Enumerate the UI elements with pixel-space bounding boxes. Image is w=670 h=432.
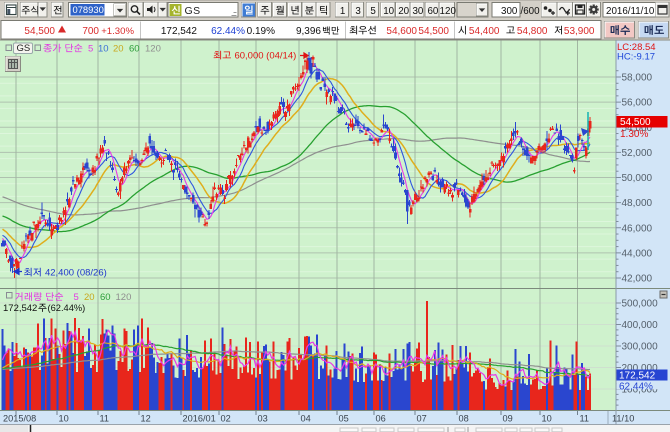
- svg-text:54,400: 54,400: [469, 26, 500, 37]
- svg-text:+1.30%: +1.30%: [101, 26, 134, 37]
- svg-text:10: 10: [542, 413, 552, 423]
- svg-text:54,600: 54,600: [386, 26, 417, 37]
- svg-text:5: 5: [88, 44, 93, 55]
- svg-text:700: 700: [82, 26, 99, 37]
- svg-text:2015/08: 2015/08: [3, 413, 36, 423]
- svg-text:172,542: 172,542: [161, 26, 198, 37]
- svg-text:03: 03: [258, 413, 268, 423]
- svg-text:120: 120: [440, 6, 457, 17]
- svg-text:9,396: 9,396: [296, 26, 321, 37]
- svg-text:58,000: 58,000: [622, 73, 653, 84]
- svg-text:5: 5: [370, 6, 376, 17]
- svg-text:60: 60: [427, 6, 438, 17]
- svg-text:1.30%: 1.30%: [620, 129, 648, 140]
- svg-text:54,000: 54,000: [622, 123, 653, 134]
- svg-text:54,500: 54,500: [24, 26, 55, 37]
- svg-text:11/10: 11/10: [612, 413, 634, 423]
- svg-text:60: 60: [129, 44, 140, 55]
- svg-text:(62.44%): (62.44%): [48, 303, 86, 313]
- svg-text:300: 300: [501, 6, 518, 17]
- svg-text:30: 30: [412, 6, 423, 17]
- svg-text:200,000: 200,000: [622, 363, 659, 374]
- svg-text:/600: /600: [521, 6, 541, 17]
- svg-text:GS: GS: [17, 43, 31, 54]
- svg-text:172,542: 172,542: [619, 371, 656, 382]
- svg-text:44,000: 44,000: [622, 248, 653, 259]
- svg-text:HC:-9.17: HC:-9.17: [617, 52, 655, 63]
- svg-text:0.19%: 0.19%: [247, 26, 275, 37]
- svg-text:02: 02: [221, 413, 231, 423]
- svg-text:3: 3: [355, 6, 361, 17]
- svg-text:12: 12: [141, 413, 151, 423]
- svg-text:078930: 078930: [73, 4, 104, 15]
- svg-text:62.44%: 62.44%: [619, 382, 653, 393]
- svg-text:09: 09: [503, 413, 513, 423]
- svg-text:50,000: 50,000: [622, 173, 653, 184]
- svg-text:56,000: 56,000: [622, 98, 653, 109]
- svg-text:60,000 (04/14): 60,000 (04/14): [234, 51, 296, 62]
- svg-text:500,000: 500,000: [622, 299, 659, 310]
- svg-text:5: 5: [74, 292, 79, 303]
- svg-text:11: 11: [100, 413, 110, 423]
- svg-text:62.44%: 62.44%: [211, 26, 245, 37]
- svg-text:100,000: 100,000: [622, 385, 659, 396]
- svg-text:54,800: 54,800: [517, 26, 548, 37]
- svg-text:20: 20: [398, 6, 409, 17]
- svg-text:20: 20: [113, 44, 124, 55]
- svg-text:120: 120: [116, 292, 132, 303]
- svg-text:10: 10: [383, 6, 394, 17]
- svg-text:LC:28.54: LC:28.54: [617, 42, 656, 53]
- svg-text:42,400 (08/26): 42,400 (08/26): [45, 268, 107, 279]
- svg-text:60: 60: [100, 292, 111, 303]
- svg-text:54,500: 54,500: [620, 117, 651, 128]
- svg-text:05: 05: [339, 413, 349, 423]
- svg-text:172,542: 172,542: [3, 303, 37, 314]
- svg-text:10: 10: [98, 44, 109, 55]
- svg-text:08: 08: [459, 413, 469, 423]
- svg-text:42,000: 42,000: [622, 274, 653, 285]
- svg-text:400,000: 400,000: [622, 320, 659, 331]
- svg-text:53,900: 53,900: [564, 26, 595, 37]
- svg-text:52,000: 52,000: [622, 148, 653, 159]
- svg-text:06: 06: [376, 413, 386, 423]
- svg-text:07: 07: [417, 413, 427, 423]
- svg-text:10: 10: [59, 413, 69, 423]
- svg-text:2016/01: 2016/01: [183, 413, 216, 423]
- svg-text:1: 1: [340, 6, 345, 17]
- svg-text:GS: GS: [185, 5, 201, 17]
- svg-text:2016/11/10: 2016/11/10: [606, 6, 655, 17]
- svg-text:300,000: 300,000: [622, 342, 659, 353]
- svg-text:54,500: 54,500: [418, 26, 449, 37]
- svg-text:46,000: 46,000: [622, 223, 653, 234]
- svg-text:120: 120: [145, 44, 161, 55]
- svg-text:11: 11: [580, 413, 590, 423]
- svg-text:48,000: 48,000: [622, 198, 653, 209]
- svg-text:04: 04: [301, 413, 311, 423]
- svg-text:20: 20: [84, 292, 95, 303]
